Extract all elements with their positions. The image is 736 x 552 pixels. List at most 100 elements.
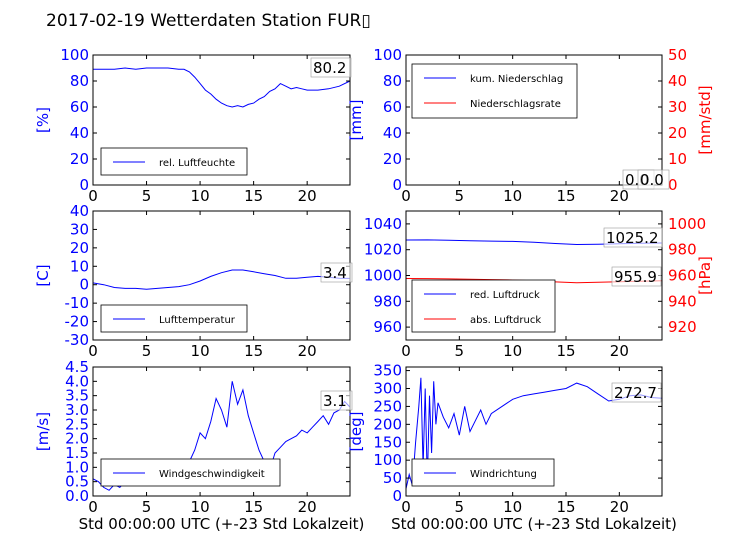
plot-frame bbox=[405, 366, 663, 497]
y-tick-label: 4.5 bbox=[65, 358, 89, 376]
y-tick-label: 250 bbox=[373, 397, 402, 415]
panel-precip: 0 5 10 15 20 0 20 40 60 80 100 0 10 20 30 40 50 [mm] [mm/s… bbox=[347, 46, 714, 205]
y-axis-label: [mm] bbox=[347, 100, 365, 141]
series-line-temperature-0 bbox=[92, 269, 351, 290]
x-tick-label: 15 bbox=[556, 498, 575, 516]
y-tick-label: 60 bbox=[70, 98, 89, 116]
legend: Windgeschwindigkeit bbox=[100, 458, 281, 487]
legend: rel. Luftfeuchte bbox=[100, 147, 248, 176]
x-tick-label: 15 bbox=[244, 187, 263, 205]
legend-label: kum. Niederschlag bbox=[470, 74, 563, 85]
y2-tick-label: 960 bbox=[668, 267, 697, 285]
y-axis-label: [m/s] bbox=[34, 412, 52, 451]
y-tick-label: 3.5 bbox=[65, 387, 89, 405]
x-tick-label: 15 bbox=[244, 342, 263, 360]
x-tick-label: 0 bbox=[88, 498, 98, 516]
y2-axis-label: [mm/std] bbox=[696, 85, 714, 154]
panel-windspeed: 0 5 10 15 20 0.00.51.01.52.02.53.03.54.04.5 [m… bbox=[34, 358, 364, 533]
x-tick-label: 0 bbox=[88, 187, 98, 205]
x-tick-label: 20 bbox=[610, 498, 629, 516]
y2-axis-label: [hPa] bbox=[696, 256, 714, 295]
y-tick-label: 0 bbox=[79, 276, 89, 294]
x-tick-label: 0 bbox=[401, 187, 411, 205]
x-tick-label: 20 bbox=[298, 187, 317, 205]
y-axis-label: [deg] bbox=[347, 412, 365, 452]
series-line-winddir-0 bbox=[405, 377, 663, 489]
y-tick-label: 80 bbox=[383, 72, 402, 90]
legend-box bbox=[411, 63, 578, 119]
x-tick-label: 20 bbox=[298, 498, 317, 516]
y-tick-label: 20 bbox=[70, 150, 89, 168]
x-tick-label: 0 bbox=[401, 342, 411, 360]
x-tick-label: 5 bbox=[455, 187, 465, 205]
y-tick-label: 980 bbox=[373, 292, 402, 310]
y-tick-label: 100 bbox=[60, 46, 89, 64]
legend-box bbox=[411, 279, 556, 333]
y2-tick-label: 40 bbox=[668, 72, 687, 90]
y-tick-label: 1.0 bbox=[65, 458, 89, 476]
y-tick-label: 2.5 bbox=[65, 415, 89, 433]
x-tick-label: 5 bbox=[455, 498, 465, 516]
legend-label: Niederschlagsrate bbox=[470, 99, 561, 110]
legend-label: abs. Luftdruck bbox=[470, 315, 541, 326]
y-tick-label: 200 bbox=[373, 415, 402, 433]
y-tick-label: -20 bbox=[65, 313, 90, 331]
y-tick-label: 150 bbox=[373, 433, 402, 451]
value-annotation-box bbox=[611, 382, 662, 403]
legend-label: Windrichtung bbox=[470, 469, 537, 480]
y-tick-label: 0 bbox=[392, 176, 402, 194]
legend: kum. Niederschlag Niederschlagsrate bbox=[411, 63, 578, 119]
y-tick-label: 3.0 bbox=[65, 401, 89, 419]
plot-frame bbox=[92, 366, 351, 497]
y-tick-label: 50 bbox=[383, 469, 402, 487]
y-tick-label: 100 bbox=[373, 46, 402, 64]
y2-tick-label: 50 bbox=[668, 46, 687, 64]
value-annotation-box bbox=[611, 266, 662, 287]
y-tick-label: 1020 bbox=[364, 241, 402, 259]
plot-frame bbox=[405, 54, 663, 186]
panel-pressure: 0 5 10 15 20 960 980 1000 1020 1040 920 940 960 980 10… bbox=[364, 210, 714, 360]
value-annotation: 80.2 bbox=[313, 59, 346, 77]
value-annotation-box bbox=[320, 262, 353, 283]
y2-tick-label: 30 bbox=[668, 98, 687, 116]
y-axis-label: [%] bbox=[34, 107, 52, 133]
x-tick-label: 10 bbox=[503, 498, 522, 516]
x-tick-label: 0 bbox=[401, 498, 411, 516]
x-axis-label: Std 00:00:00 UTC (+-23 Std Lokalzeit) bbox=[79, 515, 365, 533]
y-tick-label: 2.0 bbox=[65, 430, 89, 448]
y-tick-label: 30 bbox=[70, 220, 89, 238]
y-tick-label: 10 bbox=[70, 257, 89, 275]
x-tick-label: 10 bbox=[503, 187, 522, 205]
x-tick-label: 5 bbox=[142, 498, 152, 516]
x-tick-label: 10 bbox=[191, 187, 210, 205]
x-tick-label: 15 bbox=[556, 342, 575, 360]
y-tick-label: 80 bbox=[70, 72, 89, 90]
y-tick-label: 40 bbox=[383, 124, 402, 142]
y-tick-label: 20 bbox=[383, 150, 402, 168]
y2-tick-label: 20 bbox=[668, 124, 687, 142]
x-tick-label: 20 bbox=[610, 187, 629, 205]
figure-title: 2017-02-19 Wetterdaten Station FUR▯ bbox=[46, 11, 371, 31]
y-tick-label: 20 bbox=[70, 239, 89, 257]
y-tick-label: -10 bbox=[65, 294, 90, 312]
x-tick-label: 10 bbox=[191, 498, 210, 516]
x-tick-label: 15 bbox=[556, 187, 575, 205]
y-tick-label: 960 bbox=[373, 318, 402, 336]
legend: Lufttemperatur bbox=[100, 304, 248, 333]
y-tick-label: 1000 bbox=[364, 267, 402, 285]
legend: red. Luftdruck abs. Luftdruck bbox=[411, 279, 556, 333]
x-axis-label: Std 00:00:00 UTC (+-23 Std Lokalzeit) bbox=[391, 515, 677, 533]
value-annotation: 3.4 bbox=[323, 264, 347, 282]
y-tick-label: -30 bbox=[65, 331, 90, 349]
value-annotation-box bbox=[603, 227, 663, 248]
y-tick-label: 0 bbox=[392, 487, 402, 505]
x-tick-label: 5 bbox=[142, 342, 152, 360]
y-tick-label: 60 bbox=[383, 98, 402, 116]
y-axis-label: [C] bbox=[34, 264, 52, 286]
x-tick-label: 10 bbox=[191, 342, 210, 360]
y-tick-label: 40 bbox=[70, 124, 89, 142]
value-annotation-box bbox=[310, 57, 352, 78]
y-tick-label: 40 bbox=[70, 202, 89, 220]
x-tick-label: 5 bbox=[455, 342, 465, 360]
